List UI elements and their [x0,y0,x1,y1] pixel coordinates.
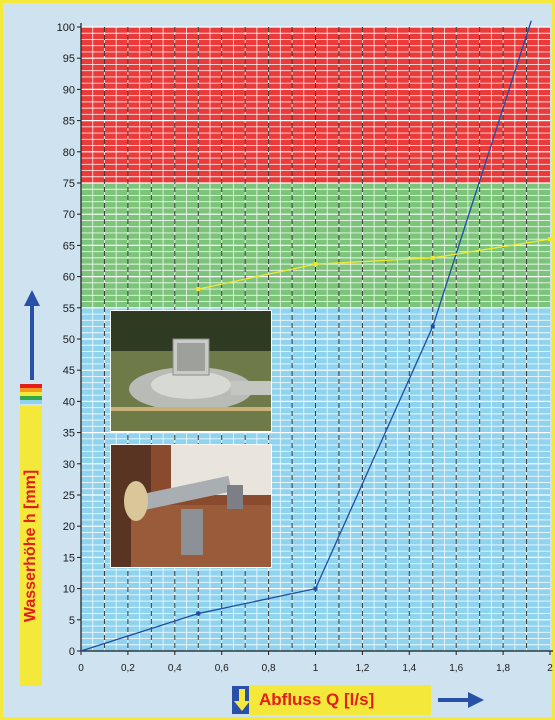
y-tick-label: 35 [63,428,75,440]
pipe-connection-illustration [111,445,271,567]
color-legend-swatch-green [20,396,42,400]
series-0-point [430,324,435,329]
y-tick-label: 65 [63,240,75,252]
y-tick-label: 100 [57,22,75,34]
series-1-point [430,255,435,260]
series-1-point [548,237,552,242]
tick-labels: 0510152025303540455055606570758085909510… [57,22,554,674]
color-legend-icon [20,384,42,388]
y-tick-label: 90 [63,84,75,96]
down-arrow-icon [234,689,250,711]
x-tick-label: 1,2 [355,663,369,674]
y-tick-label: 60 [63,272,75,284]
x-tick-label: 2 [547,663,553,674]
series-line-1 [198,238,551,290]
y-tick-label: 50 [63,334,75,346]
series-0-point [196,611,201,616]
y-tick-label: 25 [63,490,75,502]
series-1-point [196,287,201,292]
x-tick-label: 0 [78,663,84,674]
x-tick-label: 0,6 [215,663,229,674]
color-legend-swatch-yellow [20,392,42,396]
y-tick-label: 45 [63,365,75,377]
x-tick-label: 1,6 [449,663,463,674]
axes [77,23,553,655]
y-tick-label: 70 [63,209,75,221]
right-arrow-icon [438,692,484,708]
x-tick-label: 0,2 [121,663,135,674]
x-tick-label: 1 [313,663,319,674]
y-tick-label: 80 [63,147,75,159]
y-tick-label: 75 [63,178,75,190]
floor-drain-photo [110,310,272,432]
x-tick-label: 0,4 [168,663,182,674]
x-axis-label-box [249,685,431,715]
x-tick-label: 1,8 [496,663,510,674]
up-arrow-icon [24,290,40,380]
pipe-connection-photo [110,444,272,568]
y-axis-label-box [20,406,42,686]
color-legend-swatch-lightblue [20,400,42,404]
y-tick-label: 20 [63,521,75,533]
y-tick-label: 55 [63,303,75,315]
y-tick-label: 95 [63,53,75,65]
x-tick-label: 0,8 [262,663,276,674]
x-axis-label: Abfluss Q [l/s] [259,690,375,709]
y-tick-label: 5 [69,615,75,627]
floor-drain-illustration [111,311,271,431]
y-tick-label: 30 [63,459,75,471]
series-0-point [313,586,318,591]
y-axis-label: Wasserhöhe h [mm] [22,469,39,623]
y-tick-label: 85 [63,116,75,128]
x-tick-label: 1,4 [402,663,416,674]
y-tick-label: 40 [63,396,75,408]
color-legend-swatch-orange [20,388,42,392]
series-1-point [313,262,318,267]
y-tick-label: 0 [69,646,75,658]
y-tick-label: 10 [63,584,75,596]
y-tick-label: 15 [63,552,75,564]
data-series [80,20,552,652]
